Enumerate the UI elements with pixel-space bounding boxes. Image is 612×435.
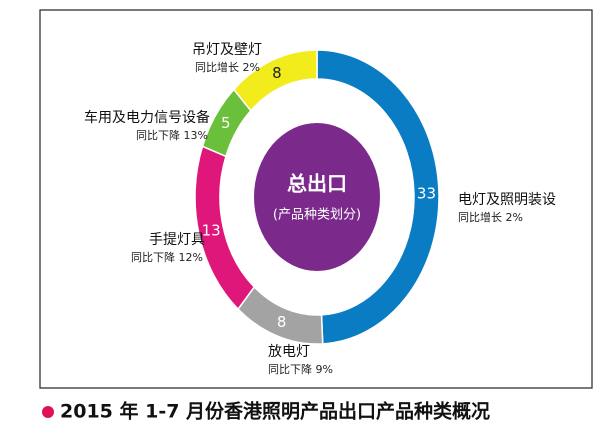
category-label: 手提灯具 xyxy=(149,232,205,248)
value-label: 5 xyxy=(221,114,231,132)
donut-segment xyxy=(316,49,440,345)
change-note: 同比增长 2% xyxy=(195,60,260,74)
change-note: 同比下降 13% xyxy=(136,128,208,142)
change-note: 同比增长 2% xyxy=(458,210,523,224)
title-bullet xyxy=(42,406,54,418)
value-label: 13 xyxy=(202,221,221,239)
category-label: 放电灯 xyxy=(268,344,310,360)
category-label: 电灯及照明装设 xyxy=(458,192,556,208)
center-disc xyxy=(254,123,380,271)
category-label: 吊灯及壁灯 xyxy=(192,42,262,58)
value-label: 8 xyxy=(277,313,287,331)
change-note: 同比下降 9% xyxy=(268,362,333,376)
change-note: 同比下降 12% xyxy=(131,250,203,264)
chart-title: 2015 年 1-7 月份香港照明产品出口产品种类概况 xyxy=(60,400,490,423)
donut-segment xyxy=(232,49,318,112)
category-label: 车用及电力信号设备 xyxy=(84,109,210,126)
value-label: 8 xyxy=(272,64,282,82)
center-title: 总出口 xyxy=(287,172,347,196)
value-label: 33 xyxy=(417,184,436,202)
center-subtitle: (产品种类划分) xyxy=(273,208,361,223)
